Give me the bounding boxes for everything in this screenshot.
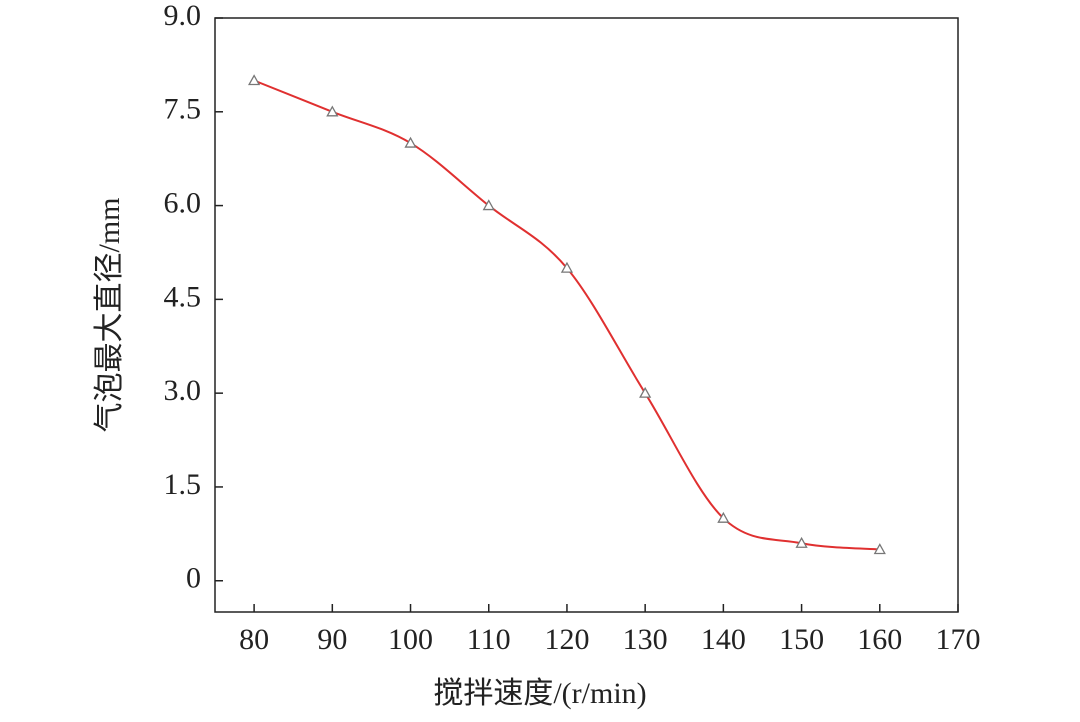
data-marker <box>482 199 495 211</box>
y-tick-label: 0 <box>186 562 201 595</box>
x-tick-label: 160 <box>857 623 902 656</box>
x-tick-label: 80 <box>239 623 269 656</box>
x-tick-label: 90 <box>317 623 347 656</box>
plot-frame <box>214 17 959 613</box>
y-tick-label: 6.0 <box>164 186 202 219</box>
x-tick-label: 150 <box>779 623 824 656</box>
x-tick-label: 140 <box>701 623 746 656</box>
x-tick-label: 170 <box>936 623 981 656</box>
x-tick-label: 100 <box>388 623 433 656</box>
data-line <box>253 79 880 551</box>
y-tick-label: 9.0 <box>164 0 202 32</box>
x-tick-label: 120 <box>544 623 589 656</box>
x-axis-label: 搅拌速度/(r/min) <box>433 677 646 710</box>
y-tick-label: 1.5 <box>164 468 202 501</box>
data-marker <box>326 105 339 117</box>
y-tick-label: 4.5 <box>164 280 202 313</box>
y-tick-label: 3.0 <box>164 374 202 407</box>
data-marker <box>404 136 417 148</box>
x-tick-label: 110 <box>467 623 511 656</box>
y-tick-label: 7.5 <box>164 93 202 126</box>
data-marker <box>795 536 808 548</box>
data-marker <box>560 261 574 273</box>
data-marker <box>248 74 261 86</box>
data-marker <box>639 386 652 398</box>
data-marker <box>873 543 886 555</box>
x-tick-label: 130 <box>623 623 668 656</box>
y-axis-label: 气泡最大直径/mm <box>93 197 126 432</box>
data-marker <box>717 511 730 523</box>
